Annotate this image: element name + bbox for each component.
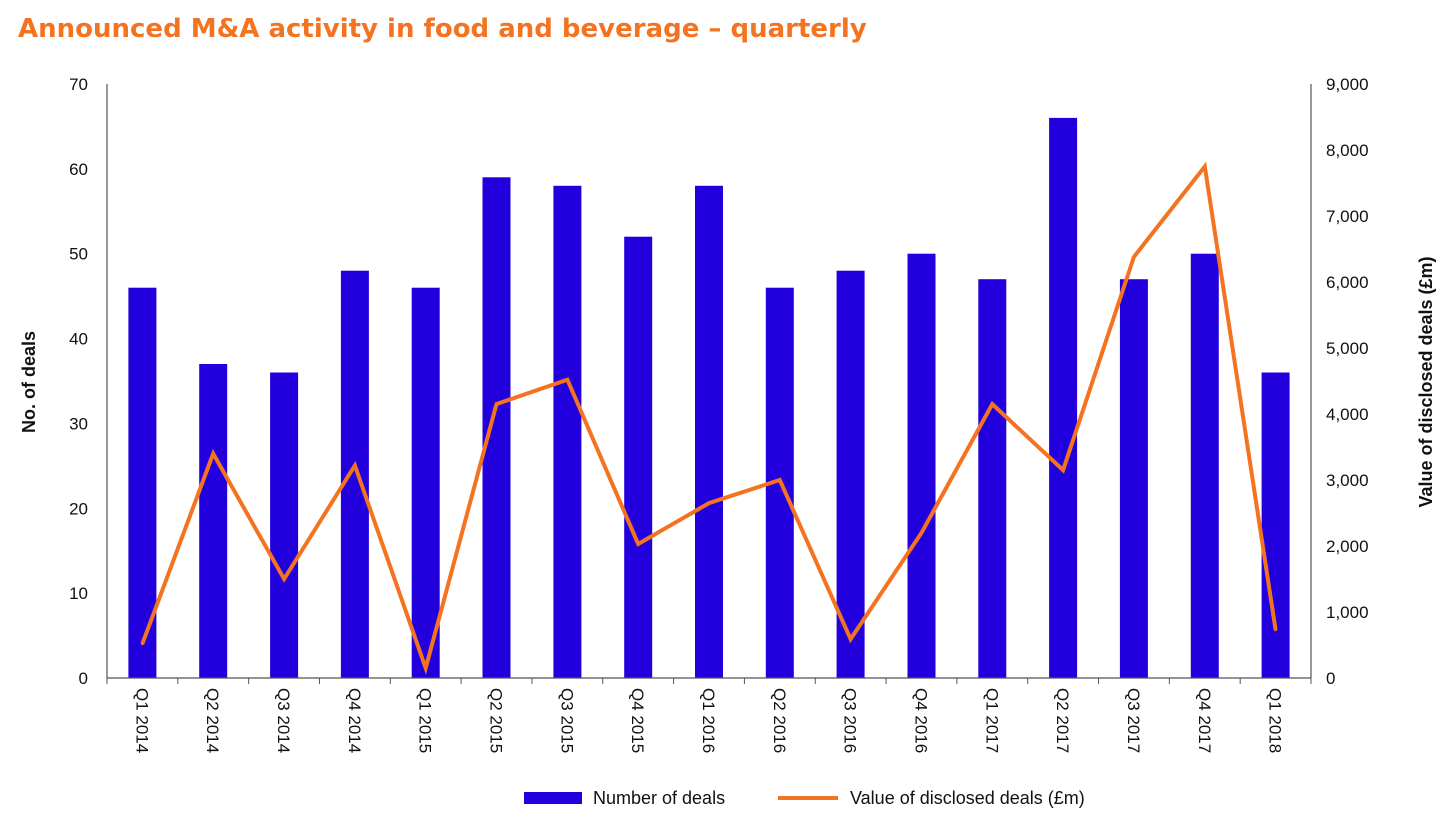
bar-4 bbox=[411, 287, 440, 678]
line-point-1 bbox=[211, 452, 215, 456]
bar-8 bbox=[695, 185, 723, 679]
bar-11 bbox=[907, 253, 936, 678]
bar-10 bbox=[836, 270, 865, 678]
x-tick-label: Q2 2016 bbox=[770, 688, 789, 753]
x-tick-label: Q2 2015 bbox=[487, 688, 506, 753]
y-right-tick-label: 5,000 bbox=[1326, 339, 1369, 358]
x-tick-label: Q1 2014 bbox=[132, 688, 151, 753]
line-point-5 bbox=[495, 402, 498, 406]
x-tick-label: Q2 2017 bbox=[1053, 688, 1072, 753]
line-series-group bbox=[140, 161, 1278, 675]
y-left-tick-label: 30 bbox=[69, 414, 88, 433]
line-point-14 bbox=[1132, 255, 1136, 259]
bar-5 bbox=[482, 177, 511, 679]
line-point-12 bbox=[990, 402, 994, 406]
y-left-tick-label: 50 bbox=[69, 245, 88, 264]
line-point-7 bbox=[636, 542, 640, 546]
y-left-tick-label: 40 bbox=[69, 330, 88, 349]
legend-label-line: Value of disclosed deals (£m) bbox=[850, 788, 1085, 808]
y-right-tick-label: 0 bbox=[1326, 669, 1335, 688]
line-point-2 bbox=[282, 577, 286, 581]
y-right-tick-label: 4,000 bbox=[1326, 405, 1369, 424]
y-right-tick-label: 9,000 bbox=[1326, 75, 1369, 94]
line-point-10 bbox=[849, 637, 853, 641]
y-right-tick-label: 7,000 bbox=[1326, 207, 1369, 226]
axes-group bbox=[106, 84, 1312, 684]
x-tick-label: Q4 2014 bbox=[345, 688, 364, 753]
x-tick-label: Q3 2016 bbox=[841, 688, 860, 753]
line-point-9 bbox=[778, 478, 782, 482]
line-point-6 bbox=[565, 378, 569, 382]
y-right-tick-label: 2,000 bbox=[1326, 537, 1369, 556]
y-left-tick-label: 0 bbox=[79, 669, 88, 688]
y-axis-left-title: No. of deals bbox=[19, 331, 39, 433]
y-left-tick-label: 10 bbox=[69, 584, 88, 603]
bars-group bbox=[128, 117, 1290, 679]
line-point-4 bbox=[424, 666, 428, 670]
y-axis-right-title: Value of disclosed deals (£m) bbox=[1416, 256, 1436, 507]
bar-13 bbox=[1049, 117, 1078, 678]
legend-label-bars: Number of deals bbox=[593, 788, 725, 808]
y-left-tick-label: 60 bbox=[69, 160, 88, 179]
y-left-tick-label: 20 bbox=[69, 499, 88, 518]
labels-group: 0 10 20 30 40 50 60 70 0 1,000 2,000 3,000 4,000 5,00… bbox=[69, 75, 1368, 753]
bar-16 bbox=[1261, 372, 1290, 678]
y-right-tick-label: 3,000 bbox=[1326, 471, 1369, 490]
legend: Number of deals Value of disclosed deals… bbox=[524, 788, 1085, 808]
x-tick-label: Q3 2017 bbox=[1124, 688, 1143, 753]
legend-swatch-bars bbox=[524, 792, 582, 804]
bar-2 bbox=[270, 372, 299, 678]
line-point-13 bbox=[1061, 468, 1065, 472]
line-point-0 bbox=[140, 642, 144, 646]
bar-6 bbox=[553, 185, 582, 679]
y-left-tick-label: 70 bbox=[69, 75, 88, 94]
bar-1 bbox=[199, 364, 228, 678]
bar-12 bbox=[978, 279, 1007, 678]
x-tick-label: Q2 2014 bbox=[203, 688, 222, 753]
bar-14 bbox=[1119, 279, 1148, 678]
line-point-3 bbox=[353, 464, 357, 467]
line-point-15 bbox=[1203, 165, 1207, 168]
bar-7 bbox=[624, 236, 653, 678]
line-point-16 bbox=[1274, 628, 1278, 632]
bar-3 bbox=[340, 270, 369, 678]
bar-15 bbox=[1190, 253, 1219, 678]
x-tick-label: Q4 2015 bbox=[628, 688, 647, 753]
x-tick-label: Q4 2016 bbox=[912, 688, 931, 753]
line-point-8 bbox=[707, 501, 711, 505]
x-tick-label: Q4 2017 bbox=[1195, 688, 1214, 753]
y-right-tick-label: 1,000 bbox=[1326, 603, 1369, 622]
x-tick-label: Q1 2016 bbox=[699, 688, 718, 753]
x-tick-label: Q1 2017 bbox=[982, 688, 1001, 753]
x-tick-label: Q1 2018 bbox=[1266, 688, 1285, 753]
line-point-11 bbox=[920, 531, 923, 535]
x-tick-label: Q3 2015 bbox=[557, 688, 576, 753]
x-tick-label: Q1 2015 bbox=[416, 688, 435, 753]
chart-title: Announced M&A activity in food and bever… bbox=[18, 14, 867, 44]
y-right-tick-label: 8,000 bbox=[1326, 141, 1369, 160]
y-right-tick-label: 6,000 bbox=[1326, 273, 1369, 292]
x-tick-label: Q3 2014 bbox=[274, 688, 293, 753]
